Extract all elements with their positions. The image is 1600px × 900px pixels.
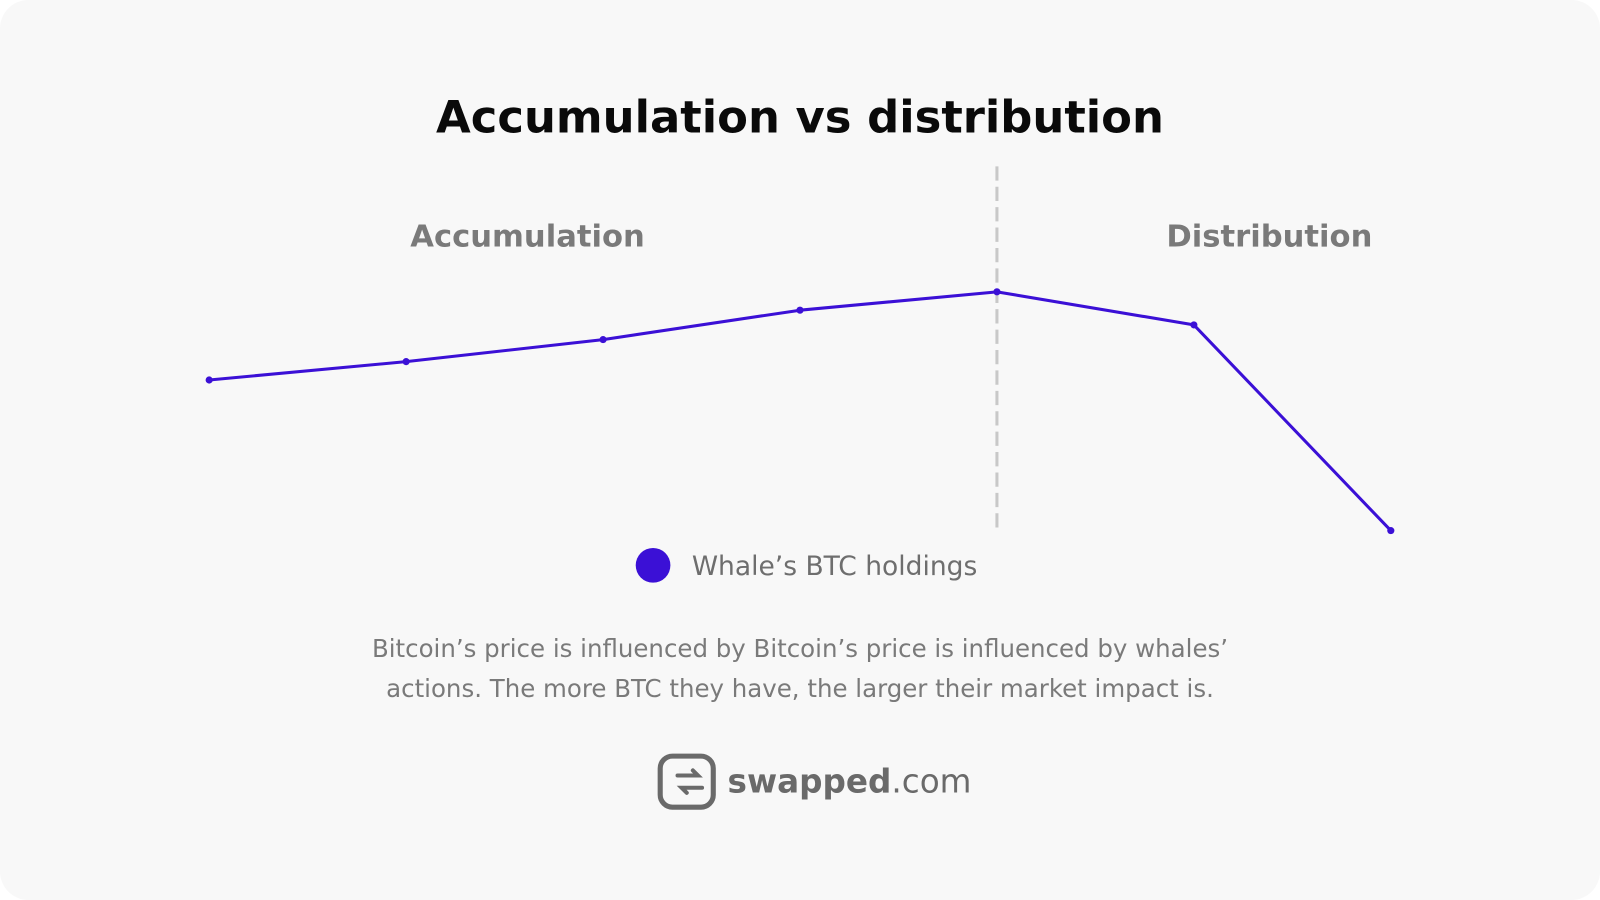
legend-label: Whale’s BTC holdings [692,551,977,582]
logo-icon [657,753,716,810]
annotation: Accumulation [410,219,645,254]
point [1387,527,1395,535]
description: Bitcoin’s price is influenced by Bitcoin… [372,634,1228,663]
point [402,358,410,366]
brand-suffix: .com [891,763,971,801]
point [1190,321,1198,329]
description: actions. The more BTC they have, the lar… [386,674,1214,703]
point [205,376,213,384]
point [796,306,804,314]
brand: swapped.com [728,763,972,801]
brand-name: swapped [728,763,892,801]
chart-title: Accumulation vs distribution [436,90,1164,143]
plot [205,288,1395,535]
annotation: Distribution [1166,219,1372,254]
legend-marker [635,547,671,583]
point [993,288,1001,296]
point [599,336,607,344]
